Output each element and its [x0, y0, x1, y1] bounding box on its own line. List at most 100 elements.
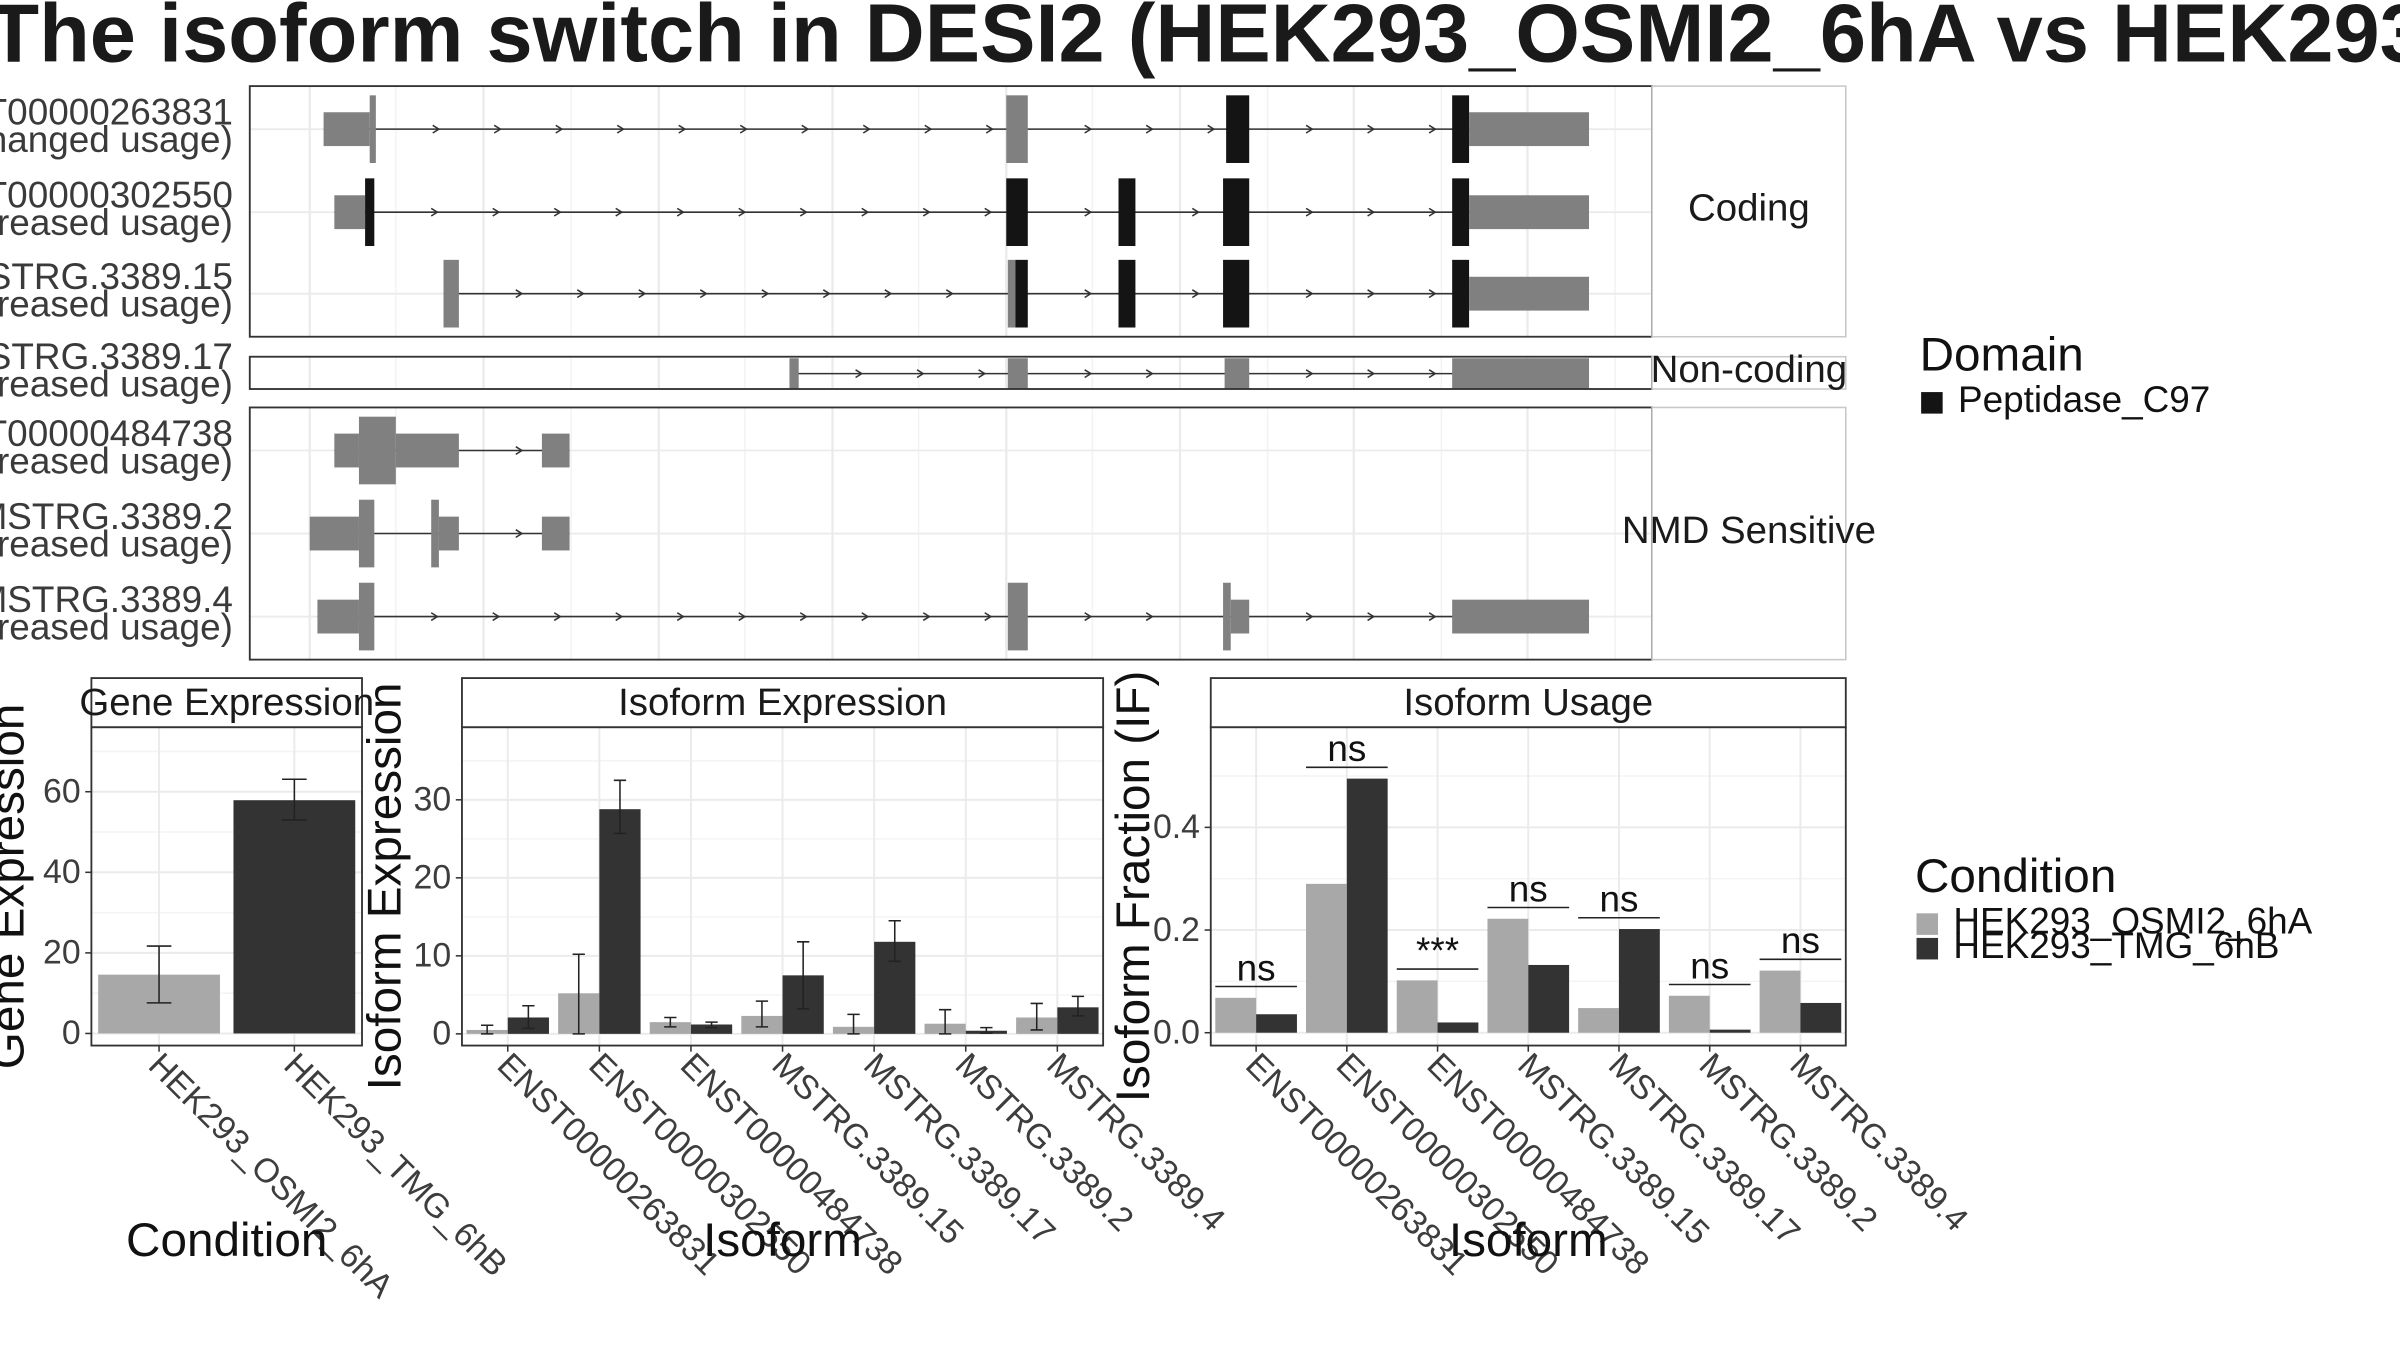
intron-arrow — [739, 124, 748, 134]
y-tick-label: 0.0 — [1153, 1013, 1200, 1051]
bar — [690, 1024, 733, 1034]
y-axis-title: Gene Expression — [0, 704, 35, 1070]
intron-arrow — [1084, 124, 1093, 134]
exon — [317, 599, 359, 634]
intron-arrow — [515, 529, 524, 539]
intron-arrow — [1428, 369, 1437, 379]
transcript-id: MSTRG.3389.15 — [0, 256, 233, 297]
intron-arrow — [1305, 207, 1314, 217]
intron-arrow — [493, 124, 502, 134]
intron-arrow — [738, 612, 747, 622]
intron-arrow — [978, 369, 987, 379]
intron-arrow — [1084, 612, 1093, 622]
condition-legend-item-b: HEK293_TMG_6hB — [1953, 925, 2279, 966]
error-bar — [522, 1005, 535, 1030]
error-bar — [572, 953, 585, 1035]
intron-arrow — [515, 289, 524, 299]
intron-arrow — [861, 612, 870, 622]
intron-arrow — [862, 124, 871, 134]
transcript-usage: (Decreased usage) — [0, 441, 233, 482]
condition-legend-title: Condition — [1915, 850, 2116, 903]
figure-title: The isoform switch in DESI2 (HEK293_OSMI… — [0, 0, 2400, 80]
condition-legend-swatch-a — [1916, 913, 1939, 935]
exon — [541, 516, 570, 551]
intron-arrow — [430, 612, 439, 622]
intron-arrow — [738, 207, 747, 217]
intron-arrow — [1428, 124, 1437, 134]
condition-legend-swatch-b — [1916, 937, 1939, 960]
intron-arrow — [1305, 612, 1314, 622]
intron-arrow — [1305, 369, 1314, 379]
transcript-id: MSTRG.3389.2 — [0, 496, 233, 537]
error-bar — [888, 919, 901, 963]
y-tick-label: 0 — [432, 1015, 451, 1053]
exon — [334, 195, 366, 230]
chart-strip — [90, 677, 363, 729]
domain-exon — [1226, 95, 1250, 163]
intron-arrow — [492, 207, 501, 217]
intron-arrow — [553, 207, 562, 217]
domain-legend: Domain Peptidase_C97 — [1920, 329, 2211, 421]
intron-arrow — [432, 124, 441, 134]
transcript-usage: (Unchanged usage) — [0, 119, 233, 160]
intron-arrow — [555, 124, 564, 134]
gene-expression-chart: Gene Expression0204060HEK293_OSMI2_6hAHE… — [0, 677, 515, 1306]
domain-exon — [1118, 259, 1136, 328]
transcript-id: ENST00000484738 — [0, 413, 233, 454]
transcript-usage: (Increased usage) — [0, 364, 233, 405]
bar — [233, 800, 356, 1034]
domain-exon — [1452, 259, 1470, 328]
transcript-usage: (Decreased usage) — [0, 524, 233, 565]
intron-arrow — [1207, 124, 1216, 134]
exon — [1469, 276, 1590, 311]
error-bar — [847, 1013, 860, 1035]
intron-arrow — [1367, 124, 1376, 134]
intron-arrow — [761, 289, 770, 299]
chart-title: Isoform Usage — [1403, 681, 1653, 724]
chart-title: Isoform Expression — [618, 681, 947, 724]
domain-legend-item: Peptidase_C97 — [1958, 379, 2210, 420]
significance-label: ns — [1781, 920, 1820, 961]
intron-arrow — [984, 612, 993, 622]
intron-arrow — [1367, 369, 1376, 379]
domain-exon — [1223, 259, 1250, 328]
exon — [1006, 95, 1028, 163]
exon — [1007, 582, 1028, 651]
bar — [1528, 964, 1570, 1033]
y-axis-title: Isoform Fraction (IF) — [1107, 671, 1160, 1103]
bar — [649, 1022, 691, 1034]
exon — [1007, 358, 1028, 390]
intron-arrow — [945, 289, 954, 299]
exon — [358, 416, 396, 485]
domain-exon — [365, 178, 375, 247]
y-tick-label: 30 — [414, 781, 452, 819]
exon — [431, 499, 439, 568]
plot-border — [90, 726, 363, 1047]
intron-arrow — [922, 207, 931, 217]
exon — [1452, 599, 1590, 634]
bar — [1668, 995, 1710, 1033]
exon — [1224, 358, 1250, 390]
chart-title: Gene Expression — [79, 681, 374, 724]
y-tick-label: 20 — [414, 859, 452, 897]
bar — [1578, 1008, 1619, 1033]
intron-arrow — [1305, 124, 1314, 134]
exon — [323, 112, 370, 147]
bar — [1215, 997, 1257, 1033]
bar — [1800, 1002, 1842, 1033]
transcript-usage: (Increased usage) — [0, 202, 233, 243]
domain-exon — [1118, 178, 1136, 247]
x-axis-title: Condition — [126, 1214, 327, 1267]
intron-arrow — [822, 289, 831, 299]
error-bar — [705, 1021, 718, 1029]
intron-arrow — [916, 369, 925, 379]
isoform-expression-chart: Isoform Expression0102030ENST00000263831… — [358, 677, 1232, 1283]
intron-arrow — [1428, 612, 1437, 622]
error-bar — [1071, 995, 1085, 1017]
exon — [395, 433, 459, 468]
y-tick-label: 20 — [43, 934, 81, 972]
intron-arrow — [1191, 207, 1200, 217]
exon — [1469, 112, 1590, 147]
